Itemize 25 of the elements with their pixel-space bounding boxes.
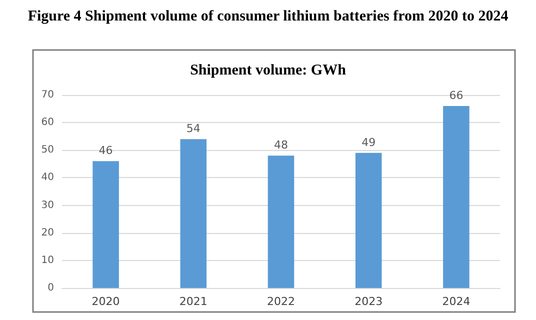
data-label: 54 [186,122,200,136]
data-label: 49 [362,136,376,149]
y-tick-label: 0 [48,282,54,294]
y-tick-label: 40 [41,172,54,184]
y-tick-label: 20 [41,227,54,238]
chart-subtitle: Shipment volume: GWh [190,62,347,78]
y-tick-label: 50 [41,144,54,156]
chart-title: Figure 4 Shipment volume of consumer lithium batteries from 2020 to 2024 [28,8,509,24]
x-tick-label: 2021 [179,295,208,308]
bar [355,152,382,288]
data-label: 66 [449,89,464,102]
bar [92,161,119,288]
x-tick-label: 2023 [354,295,383,308]
x-tick-label: 2024 [442,295,470,308]
data-label: 48 [274,138,288,152]
bar [268,156,294,288]
y-tick-label: 60 [41,117,54,128]
y-tick-label: 70 [41,90,54,100]
y-tick-label: 10 [41,254,54,266]
bar [443,106,470,288]
y-tick-label: 30 [41,200,54,211]
data-label: 46 [98,144,113,158]
x-tick-label: 2022 [267,295,295,308]
x-tick-label: 2020 [92,295,120,308]
bar [180,139,207,288]
